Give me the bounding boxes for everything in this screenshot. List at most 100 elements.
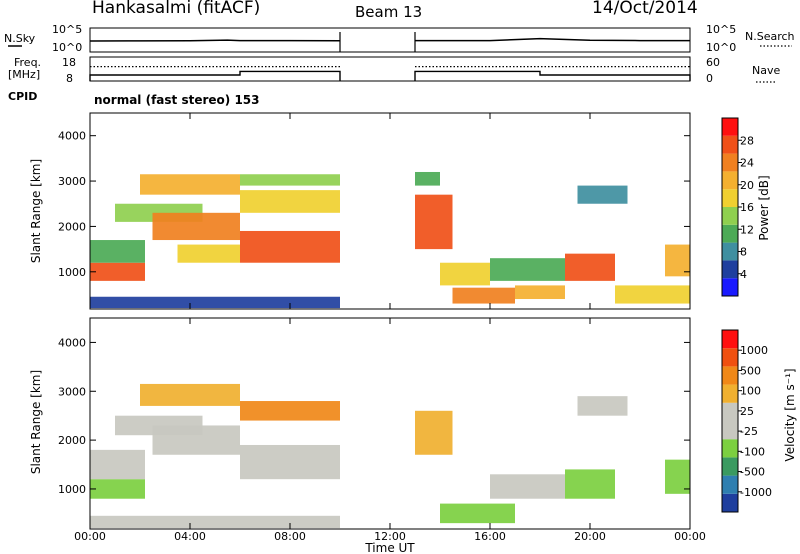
colorbar-swatch	[722, 493, 738, 512]
heatmap-cell	[240, 190, 340, 213]
time-tick-label: 04:00	[174, 530, 206, 543]
colorbar-tick-label: -100	[740, 445, 765, 458]
colorbar-tick-label: 12	[740, 223, 754, 236]
colorbar-tick-label: 500	[740, 364, 761, 377]
noise-tick-right-bottom: 10^0	[706, 41, 736, 54]
colorbar-tick-label: 28	[740, 134, 754, 147]
velocity-colorbar: 1000 500 100 25 -25 -100 -500 -1000	[721, 329, 772, 513]
y-tick-label: 4000	[58, 336, 86, 349]
heatmap-cell	[240, 401, 340, 421]
colorbar-swatch	[722, 242, 738, 261]
freq-tick-left-top: 18	[62, 56, 76, 69]
time-tick-label: 00:00	[674, 530, 706, 543]
noise-sky-series	[89, 39, 341, 42]
y-tick-label: 2000	[58, 434, 86, 447]
noise-sky-label: N.Sky	[4, 32, 36, 45]
colorbar-swatch	[722, 171, 738, 190]
freq-gap	[341, 58, 414, 80]
freq-tick-right-top: 60	[706, 56, 720, 69]
noise-plot-area	[89, 29, 691, 53]
velocity-y-axis-label: Slant Range [km]	[29, 370, 43, 474]
y-tick-label: 3000	[58, 175, 86, 188]
cpid-text: normal (fast stereo) 153	[94, 93, 260, 107]
colorbar-tick-label: 16	[740, 201, 754, 214]
y-tick-label: 4000	[58, 130, 86, 143]
time-axis-label: Time UT	[364, 541, 415, 554]
date-title: 14/Oct/2014	[592, 0, 698, 18]
freq-panel-frame	[89, 56, 691, 82]
heatmap-cell	[415, 171, 440, 186]
heatmap-cell	[565, 469, 615, 499]
heatmap-cell	[240, 444, 340, 480]
time-tick-label: 00:00	[74, 530, 106, 543]
noise-search-label: N.Search	[745, 30, 795, 43]
freq-plot-area	[89, 58, 691, 81]
freq-tick-right-bottom: 0	[706, 72, 713, 85]
y-tick-label: 3000	[58, 385, 86, 398]
heatmap-cell	[440, 503, 515, 524]
time-tick-label: 16:00	[474, 530, 506, 543]
colorbar-tick-label: 1000	[740, 344, 768, 357]
time-tick-label: 12:00	[374, 530, 406, 543]
power-y-ticks: 1000 2000 3000 4000	[58, 113, 691, 309]
power-heatmap	[90, 171, 690, 309]
colorbar-swatch	[722, 224, 738, 243]
heatmap-cell	[452, 287, 515, 304]
colorbar-tick-label: -25	[740, 425, 758, 438]
colorbar-swatch	[722, 260, 738, 279]
heatmap-cell	[565, 253, 615, 281]
y-tick-label: 1000	[58, 483, 86, 496]
heatmap-cell	[240, 174, 340, 186]
heatmap-cell	[140, 383, 240, 406]
noise-panel: N.Sky 10^5 10^0 10^5 10^0 N.Search	[4, 23, 795, 54]
colorbar-swatch	[722, 330, 738, 349]
freq-label: Freq.	[14, 56, 41, 69]
heatmap-cell	[665, 244, 690, 277]
colorbar-frame	[721, 329, 739, 513]
y-tick-label: 2000	[58, 220, 86, 233]
power-colorbar-label: Power [dB]	[757, 175, 771, 240]
colorbar-tick-label: 8	[740, 246, 747, 259]
colorbar-tick-label: 100	[740, 385, 761, 398]
cpid-panel: CPID normal (fast stereo) 153	[8, 90, 260, 107]
colorbar-swatch	[722, 421, 738, 440]
noise-tick-right-top: 10^5	[706, 23, 736, 36]
heatmap-cell	[440, 262, 490, 286]
heatmap-cell	[490, 474, 565, 499]
colorbar-swatch	[722, 189, 738, 207]
power-y-axis-label: Slant Range [km]	[29, 159, 43, 263]
velocity-heatmap	[90, 383, 690, 529]
noise-gap	[341, 29, 414, 51]
cpid-label: CPID	[8, 90, 37, 103]
colorbar-swatch	[722, 135, 738, 154]
colorbar-swatch	[722, 348, 738, 367]
noise-tick-left-top: 10^5	[52, 23, 82, 36]
heatmap-cell	[577, 185, 628, 204]
heatmap-cell	[577, 396, 628, 416]
freq-unit-label: [MHz]	[8, 68, 40, 81]
heatmap-cell	[90, 262, 145, 281]
colorbar-swatch	[722, 457, 738, 476]
noise-sky-series	[414, 37, 691, 42]
heatmap-cell	[490, 258, 565, 281]
colorbar-swatch	[722, 402, 738, 421]
heatmap-cell	[665, 459, 690, 494]
power-colorbar: 28 24 20 16 12 8 4	[721, 117, 754, 297]
heatmap-cell	[152, 425, 240, 455]
colorbar-tick-label: -500	[740, 466, 765, 479]
colorbar-swatch	[722, 384, 738, 403]
beam-title: Beam 13	[355, 3, 422, 21]
time-axis: 00:00 04:00 08:00 12:00 16:00 20:00 00:00	[74, 523, 706, 543]
colorbar-tick-label: 25	[740, 405, 754, 418]
colorbar-tick-label: 24	[740, 157, 754, 170]
heatmap-cell	[90, 296, 340, 309]
heatmap-cell	[152, 212, 240, 241]
heatmap-cell	[90, 515, 340, 529]
y-tick-label: 1000	[58, 266, 86, 279]
noise-tick-left-bottom: 10^0	[52, 41, 82, 54]
colorbar-swatch	[722, 278, 738, 296]
freq-series	[414, 70, 691, 81]
colorbar-swatch	[722, 475, 738, 494]
power-panel: 1000 2000 3000 4000 Slant Range [km] 28 24 20…	[29, 112, 771, 310]
heatmap-cell	[90, 479, 145, 499]
